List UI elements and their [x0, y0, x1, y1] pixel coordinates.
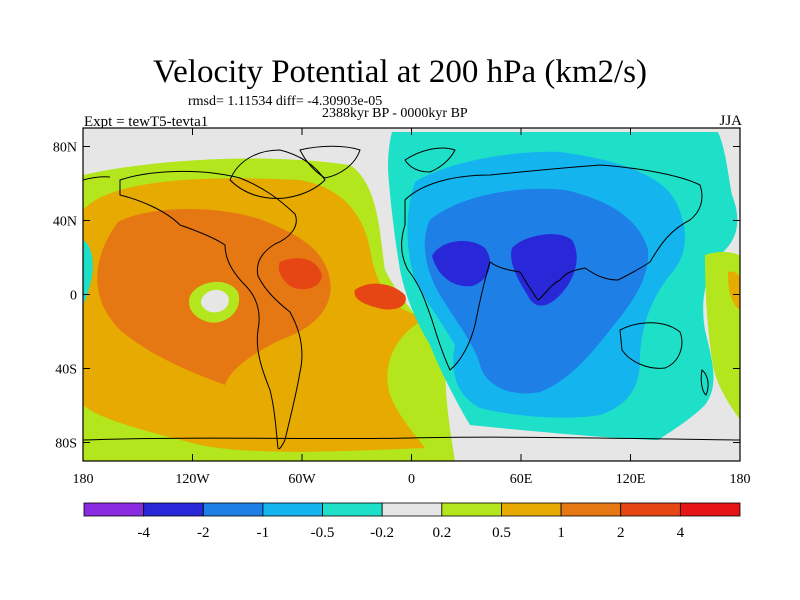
colorbar-swatch — [620, 502, 681, 517]
colorbar-label: -0.2 — [370, 525, 394, 541]
colorbar-swatch — [441, 502, 502, 517]
colorbar-label: -0.5 — [311, 525, 335, 541]
contour-dateline-cyan — [83, 240, 93, 305]
chart-title: Velocity Potential at 200 hPa (km2/s) — [152, 54, 648, 90]
colorbar-swatch — [202, 502, 264, 517]
colorbar-label: -2 — [197, 525, 210, 541]
colorbar-swatch — [83, 502, 145, 517]
y-tick-label: 40N — [53, 215, 77, 230]
x-axis: 180 120W 60W 0 60E 120E 180 — [73, 128, 751, 487]
colorbar-label: -4 — [137, 525, 150, 541]
stats-label: rmsd= 1.11534 diff= -4.30903e-05 — [188, 94, 383, 109]
colorbar-label: 2 — [617, 525, 625, 541]
x-tick-label: 60W — [288, 472, 316, 487]
colorbar-label: 0.5 — [492, 525, 511, 541]
colorbar-label: 4 — [677, 525, 685, 541]
contour-positive-2-west — [278, 258, 322, 290]
colorbar-swatch — [381, 502, 443, 517]
colorbar-label: 0.2 — [432, 525, 451, 541]
contour-positive-2-east — [354, 283, 406, 310]
colorbar-swatch — [560, 502, 622, 517]
colorbar-swatch — [501, 502, 562, 517]
experiment-label: Expt = tewT5-tevta1 — [84, 114, 209, 130]
colorbar-swatch — [262, 502, 323, 517]
y-tick-label: 0 — [70, 289, 77, 304]
x-tick-label: 0 — [408, 472, 415, 487]
colorbar-swatch — [143, 502, 204, 517]
x-tick-label: 60E — [510, 472, 533, 487]
y-axis: 80N 40N 0 40S 80S — [53, 141, 740, 452]
contour-negative-2-east — [511, 234, 577, 306]
y-tick-label: 80S — [55, 437, 77, 452]
contour-field — [83, 128, 740, 461]
y-tick-label: 80N — [53, 141, 77, 156]
contour-dateline-east-orange — [728, 271, 740, 310]
coastlines — [83, 145, 740, 450]
season-label: JJA — [719, 113, 742, 129]
y-tick-label: 40S — [55, 363, 77, 378]
colorbar: -4 -2 -1 -0.5 -0.2 0.2 0.5 1 2 4 — [83, 502, 741, 541]
weak-minimum-core — [200, 289, 229, 313]
colorbar-label: -1 — [257, 525, 270, 541]
period-label: 2388kyr BP - 0000kyr BP — [322, 106, 468, 121]
colorbar-label: 1 — [557, 525, 565, 541]
contour-negative-2-west — [432, 241, 491, 287]
x-tick-label: 180 — [73, 472, 94, 487]
x-tick-label: 120E — [616, 472, 646, 487]
colorbar-swatch — [322, 502, 383, 517]
colorbar-swatch — [679, 502, 741, 517]
x-tick-label: 180 — [730, 472, 751, 487]
x-tick-label: 120W — [175, 472, 210, 487]
